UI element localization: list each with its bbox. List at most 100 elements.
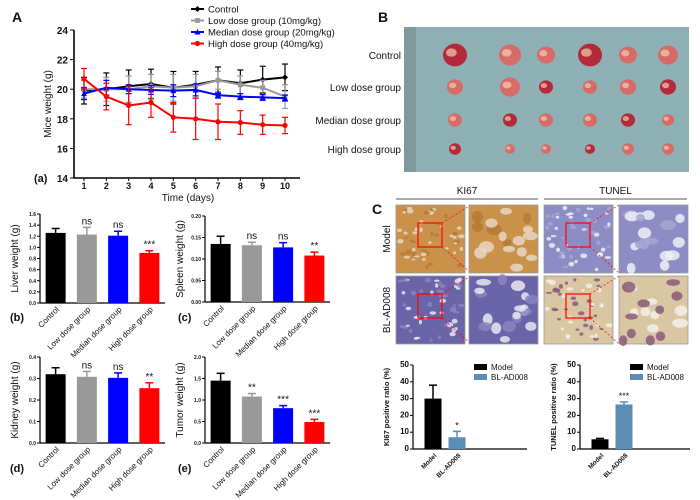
cell-texture <box>458 303 465 308</box>
cell-texture <box>514 305 527 312</box>
cell-texture <box>548 222 554 226</box>
zoom-box <box>565 293 591 319</box>
y-tick-label: 1.4 <box>29 223 36 229</box>
y-axis-label: Kidney weight (g) <box>10 361 21 438</box>
cell-texture <box>554 226 558 230</box>
y-tick-label: 1.0 <box>194 398 201 404</box>
cell-texture <box>580 253 588 259</box>
cell-texture <box>568 215 574 219</box>
cell-texture <box>560 236 565 240</box>
cell-texture <box>522 225 533 234</box>
legend-label: High dose group (40mg/kg) <box>208 39 323 50</box>
data-point <box>237 119 243 126</box>
histology-images <box>395 198 689 347</box>
cell-texture <box>544 225 550 230</box>
x-tick-label: Control <box>36 445 61 470</box>
cell-texture <box>510 280 526 292</box>
cell-texture <box>555 247 561 252</box>
cell-texture <box>443 214 448 219</box>
legend-swatch <box>630 374 643 380</box>
cell-texture <box>575 328 580 331</box>
x-tick-label: Control <box>201 445 226 470</box>
cell-texture <box>397 239 404 244</box>
cell-texture <box>512 311 521 320</box>
data-point <box>148 99 154 106</box>
bar <box>108 377 129 443</box>
cell-texture <box>411 251 416 257</box>
cell-texture <box>427 302 433 307</box>
tumor-highlight <box>662 82 670 89</box>
bar <box>108 235 129 303</box>
cell-texture <box>437 290 445 294</box>
cell-texture <box>572 301 579 307</box>
cell-texture <box>420 249 427 252</box>
cell-texture <box>569 225 577 230</box>
tumor-highlight <box>581 48 592 57</box>
cell-texture <box>475 278 492 286</box>
cell-texture <box>635 213 645 222</box>
cell-texture <box>566 246 572 251</box>
zoom-box <box>417 222 443 248</box>
cell-texture <box>545 214 551 218</box>
cell-texture <box>563 265 569 269</box>
x-tick-label: Control <box>201 304 226 329</box>
row-label: Median dose group <box>315 116 401 127</box>
cell-texture <box>674 305 688 317</box>
cell-texture <box>594 333 598 339</box>
cell-texture <box>560 327 565 331</box>
cell-texture <box>585 217 592 223</box>
cell-texture <box>593 314 598 318</box>
cell-texture <box>597 288 602 293</box>
cell-texture <box>497 274 508 286</box>
cell-texture <box>510 263 524 272</box>
cell-texture <box>457 283 463 288</box>
x-tick-label: Model <box>420 452 438 470</box>
tumor-highlight <box>584 116 592 122</box>
legend-label: Model <box>491 363 513 372</box>
data-point <box>195 18 200 23</box>
y-tick-label: 22 <box>57 56 69 67</box>
cell-texture <box>647 323 659 333</box>
cell-texture <box>437 223 442 226</box>
y-tick-label: 18 <box>57 115 69 126</box>
cell-texture <box>525 321 537 331</box>
cell-texture <box>551 214 555 219</box>
legend-label: BL-AD008 <box>647 373 684 382</box>
tumor-highlight <box>663 145 669 150</box>
cell-texture <box>428 241 432 245</box>
legend-swatch <box>474 374 487 380</box>
zoom-guide <box>441 246 472 274</box>
panel-label-A: A <box>12 9 22 25</box>
cell-texture <box>596 284 601 287</box>
column-header: TUNEL <box>599 186 632 197</box>
cell-texture <box>655 305 665 314</box>
cell-texture <box>566 287 574 291</box>
cell-texture <box>478 322 492 332</box>
cell-texture <box>422 257 426 261</box>
bar <box>210 243 231 302</box>
cell-texture <box>451 318 458 324</box>
cell-texture <box>550 235 557 238</box>
bar <box>304 421 325 443</box>
y-tick-label: 0.2 <box>29 290 36 296</box>
zoom-guide <box>589 317 620 345</box>
cell-texture <box>660 220 676 230</box>
cell-texture <box>586 299 592 303</box>
cell-texture <box>429 311 437 315</box>
cell-texture <box>403 255 411 259</box>
tumor-highlight <box>506 146 511 150</box>
cell-texture <box>562 205 568 211</box>
significance-label: * <box>455 420 459 430</box>
column-header: KI67 <box>457 186 478 197</box>
y-tick-label: 0 <box>572 444 577 453</box>
cell-texture <box>405 306 412 311</box>
cell-texture <box>408 329 413 334</box>
cell-texture <box>574 259 578 264</box>
cell-texture <box>414 255 420 258</box>
row-label: Model <box>382 225 393 252</box>
cell-texture <box>546 236 552 241</box>
cell-texture <box>438 281 443 286</box>
tumor-highlight <box>502 81 512 89</box>
cell-texture <box>474 246 487 259</box>
cell-texture <box>590 303 595 307</box>
